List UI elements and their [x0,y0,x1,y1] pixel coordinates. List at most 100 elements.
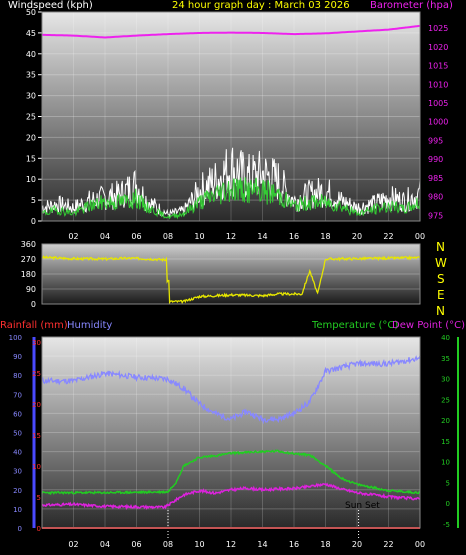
humidity-tick-label: 30 [13,468,22,476]
windspeed-axis-title: Windspeed (kph) [8,0,93,11]
temp-x-tick-label: 08 [163,540,173,549]
temp-x-tick-label: 00 [415,540,425,549]
wind-tick-label: 15 [26,154,36,163]
rainfall-tick-label: 10 [32,463,41,471]
barometer-axis-title: Barometer (hpa) [370,0,453,11]
wind-tick-label: 25 [26,113,36,122]
temp-x-tick-label: 04 [100,540,110,549]
temperature-tick-label: 25 [441,396,450,404]
barometer-tick-label: 990 [428,155,443,164]
temperature-tick-label: 40 [441,334,450,342]
wind-x-tick-label: 18 [320,232,330,241]
direction-tick-label: 0 [31,300,36,309]
temperature-tick-label: 15 [441,438,450,446]
compass-n-bottom: N [436,304,445,318]
dewpoint-axis-title: Dew Point (°C) [392,320,466,331]
dewpoint-line [41,482,420,511]
compass-s: S [437,272,445,286]
temperature-tick-label: 10 [441,459,450,467]
direction-tick-label: 90 [26,285,36,294]
wind-x-tick-label: 00 [415,232,425,241]
temp-x-tick-label: 22 [383,540,393,549]
direction-panel-frame [41,243,421,305]
wind-x-tick-label: 02 [68,232,78,241]
temp-panel-background [42,337,420,528]
wind-x-tick-label: 22 [383,232,393,241]
wind-x-tick-label: 14 [257,232,267,241]
humidity-tick-label: 80 [13,372,22,380]
wind-tick-label: 40 [26,50,36,59]
wind-x-tick-label: 10 [194,232,204,241]
rainfall-tick-label: 0 [37,525,41,533]
humidity-tick-label: 100 [9,334,22,342]
direction-tick-label: 180 [21,270,36,279]
humidity-line [41,355,421,425]
barometer-tick-label: 1005 [428,99,448,108]
barometer-tick-label: 1000 [428,118,448,127]
temperature-tick-label: 30 [441,376,450,384]
temp-x-tick-label: 18 [320,540,330,549]
wind-x-tick-label: 12 [226,232,236,241]
wind-tick-label: 50 [26,8,36,17]
wind-tick-label: 0 [31,217,36,226]
humidity-tick-label: 50 [13,430,22,438]
wind-x-tick-label: 20 [352,232,362,241]
temperature-tick-label: 20 [441,417,450,425]
temperature-tick-label: -5 [443,521,450,529]
barometer-tick-label: 985 [428,174,443,183]
temperature-tick-label: 0 [446,500,450,508]
wind-average-line [41,177,421,220]
temp-x-tick-label: 06 [131,540,141,549]
wind-tick-label: 5 [31,196,36,205]
humidity-tick-label: 10 [13,506,22,514]
barometer-tick-label: 980 [428,193,443,202]
temp-panel-frame [41,336,421,529]
rainfall-tick-label: 25 [32,370,41,378]
barometer-tick-label: 1010 [428,80,448,89]
temp-x-tick-label: 10 [194,540,204,549]
compass-w: W [435,256,447,270]
sunset-annotation: Sun Set [345,501,380,511]
rainfall-tick-label: 20 [32,401,41,409]
wind-tick-label: 20 [26,133,36,142]
direction-tick-label: 270 [21,255,36,264]
humidity-tick-label: 90 [13,353,22,361]
humidity-tick-label: 40 [13,449,22,457]
barometer-tick-label: 1020 [428,43,448,52]
temp-x-tick-label: 12 [226,540,236,549]
wind-tick-label: 10 [26,175,36,184]
humidity-tick-label: 70 [13,391,22,399]
humidity-tick-label: 20 [13,487,22,495]
temp-x-tick-label: 02 [68,540,78,549]
barometer-tick-label: 995 [428,136,443,145]
rainfall-axis-title: Rainfall (mm) [0,320,68,331]
direction-tick-label: 360 [21,240,36,249]
humidity-tick-label: 0 [18,525,22,533]
temp-x-tick-label: 14 [257,540,267,549]
barometer-tick-label: 975 [428,211,443,220]
temperature-tick-label: 5 [446,479,450,487]
temp-x-tick-label: 20 [352,540,362,549]
wind-x-tick-label: 08 [163,232,173,241]
chart-title: 24 hour graph day : March 03 2026 [172,0,350,11]
temp-x-tick-label: 16 [289,540,299,549]
wind-x-tick-label: 04 [100,232,110,241]
wind-tick-label: 35 [26,71,36,80]
humidity-axis-title: Humidity [67,320,113,331]
compass-e: E [437,288,445,302]
barometer-tick-label: 1025 [428,24,448,33]
rainfall-tick-label: 30 [32,339,41,347]
temperature-axis-title: Temperature (°C) [312,320,399,331]
rainfall-tick-label: 5 [37,494,41,502]
barometer-tick-label: 1015 [428,62,448,71]
wind-tick-label: 30 [26,92,36,101]
wind-panel-frame [41,11,421,222]
wind-x-tick-label: 06 [131,232,141,241]
wind-direction-line [41,255,421,305]
barometer-line [41,24,421,39]
rainfall-tick-label: 15 [32,432,41,440]
compass-n-top: N [436,240,445,254]
direction-panel-background [42,244,420,304]
temperature-line [41,449,421,496]
